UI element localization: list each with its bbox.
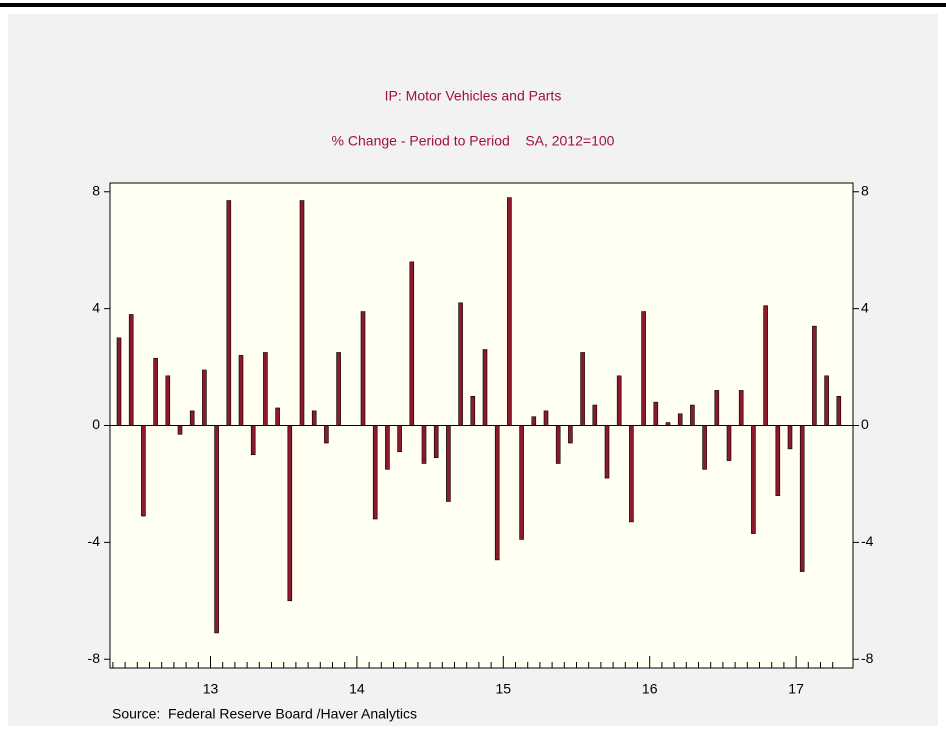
y2-tick-label: 8: [861, 182, 869, 198]
bar: [616, 375, 622, 426]
y-tick-label: 8: [92, 182, 100, 198]
bar: [360, 311, 366, 426]
bar: [653, 401, 659, 426]
bar: [116, 337, 122, 426]
bar: [641, 311, 646, 426]
bar: [555, 425, 561, 464]
bar: [165, 375, 171, 426]
bar: [189, 410, 195, 426]
bar: [494, 425, 500, 561]
y2-tick-label: -8: [861, 650, 874, 666]
bar: [629, 425, 634, 523]
bar: [824, 375, 829, 426]
bar: [409, 261, 415, 426]
bar: [433, 425, 439, 458]
bar: [177, 425, 183, 435]
bar: [324, 425, 329, 444]
bar: [446, 425, 451, 502]
x-tick-label: 16: [642, 681, 658, 697]
bar: [238, 355, 244, 426]
bar: [263, 352, 268, 426]
top-rule: [0, 3, 946, 7]
bar: [531, 416, 537, 426]
bar: [580, 352, 585, 426]
bar: [214, 425, 219, 634]
bar: [775, 425, 781, 496]
x-tick-label: 15: [496, 681, 512, 697]
bar: [311, 410, 317, 426]
bar: [250, 425, 256, 456]
bar: [836, 395, 842, 426]
bar: [568, 425, 573, 444]
bar: [141, 425, 146, 517]
bar: [128, 314, 134, 426]
bar: [677, 413, 683, 426]
bar: [336, 352, 341, 426]
bar: [738, 390, 744, 426]
bar: [275, 407, 280, 426]
bar: [543, 410, 549, 426]
bar: [458, 302, 463, 426]
bar: [202, 369, 207, 426]
x-tick-label: 14: [349, 681, 365, 697]
bar: [287, 425, 293, 602]
bar: [153, 358, 158, 426]
y2-tick-label: 0: [861, 416, 869, 432]
y2-tick-label: -4: [861, 533, 874, 549]
bar: [482, 349, 488, 426]
bar: [507, 197, 512, 426]
source: Source: Federal Reserve Board /Haver Ana…: [112, 706, 417, 722]
bar: [714, 390, 720, 426]
chart-subtitle: % Change - Period to Period SA, 2012=100: [332, 133, 615, 149]
bar: [226, 200, 232, 426]
bar: [751, 425, 756, 534]
bar: [604, 425, 610, 479]
bar: [421, 425, 427, 464]
chart-title: IP: Motor Vehicles and Parts: [385, 88, 562, 104]
y2-tick-label: 4: [861, 299, 869, 315]
x-tick-label: 17: [788, 681, 804, 697]
bar: [397, 425, 402, 453]
bar: [299, 200, 305, 426]
bar: [372, 425, 378, 520]
bar: [665, 422, 671, 426]
bar: [763, 305, 768, 426]
y-tick-label: 0: [92, 416, 100, 432]
y-tick-label: -4: [88, 533, 101, 549]
x-tick-label: 13: [203, 681, 219, 697]
bar: [799, 425, 805, 572]
bar: [470, 395, 476, 426]
y-tick-label: -8: [88, 650, 101, 666]
bar: [690, 404, 695, 426]
bar: [812, 325, 817, 426]
bar: [787, 425, 793, 450]
bar: [726, 425, 732, 461]
bar: [385, 425, 390, 470]
y-tick-label: 4: [92, 299, 100, 315]
bar: [519, 425, 524, 540]
bar: [702, 425, 707, 470]
bar: [592, 404, 598, 426]
